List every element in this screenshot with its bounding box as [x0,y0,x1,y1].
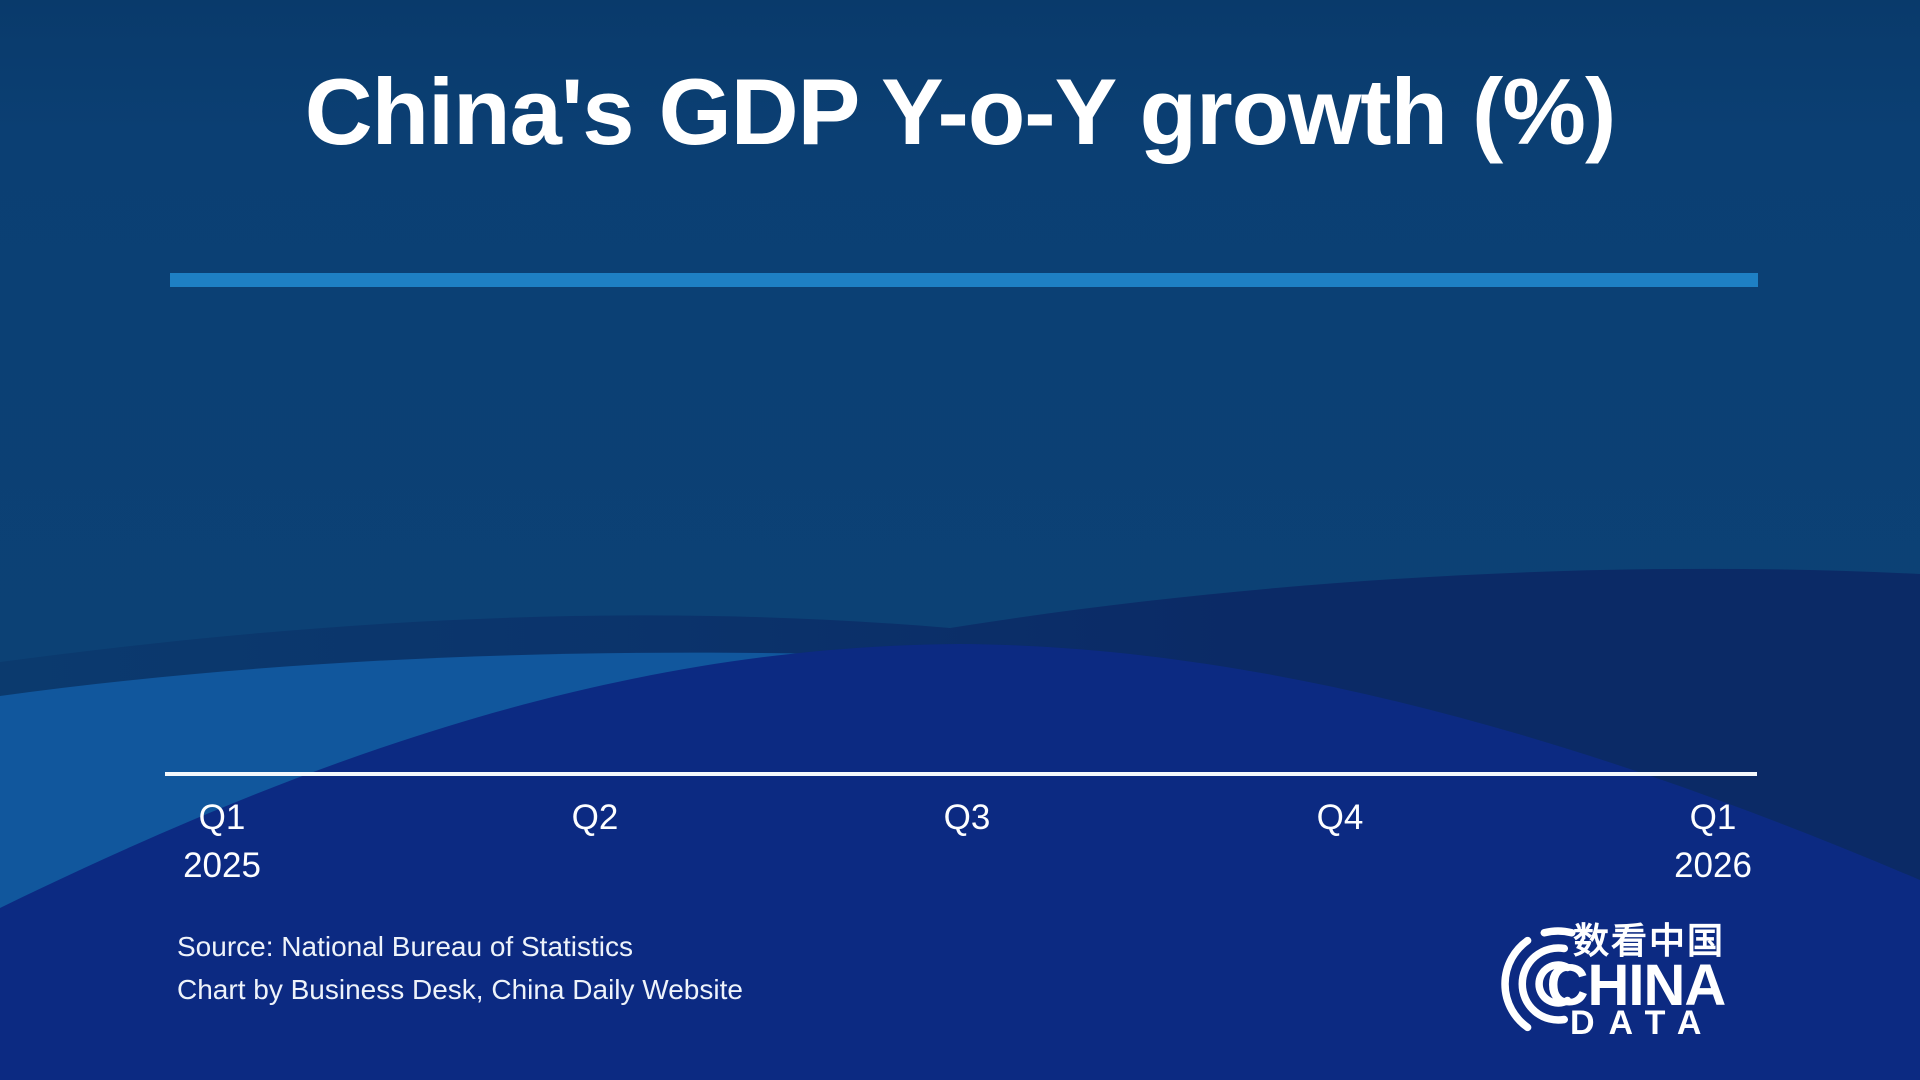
wave-royal [0,644,1920,1080]
tick-quarter-label: Q3 [943,798,991,837]
x-axis-tick: Q3 [944,794,991,842]
tick-quarter-label: Q1 [1689,798,1737,837]
source-line-2: Chart by Business Desk, China Daily Webs… [177,974,743,1005]
page-title: China's GDP Y-o-Y growth (%) [304,59,1617,164]
x-axis-line [165,772,1757,776]
tick-year-label: 2025 [183,846,261,885]
tick-quarter-label: Q2 [571,798,619,837]
source-credit: Source: National Bureau of Statistics Ch… [177,925,743,1011]
tick-quarter-label: Q1 [198,798,246,837]
logo-chinese-text: 数看中国 [1573,921,1726,962]
china-data-logo: 数看中国 CHINA DATA [1496,908,1746,1058]
tick-quarter-label: Q4 [1316,798,1364,837]
tick-year-label: 2026 [1674,846,1752,885]
logo-china-text: CHINA [1546,953,1727,1018]
logo-data-text: DATA [1570,1004,1716,1042]
title-underline [170,273,1758,287]
source-line-1: Source: National Bureau of Statistics [177,931,634,962]
x-axis-tick: Q1 2026 [1674,794,1752,890]
signal-arcs-icon [1501,927,1576,1032]
x-axis-tick: Q2 [572,794,619,842]
x-axis-tick: Q4 [1317,794,1364,842]
plot-area-empty [0,300,1920,780]
x-axis-tick: Q1 2025 [183,794,261,890]
